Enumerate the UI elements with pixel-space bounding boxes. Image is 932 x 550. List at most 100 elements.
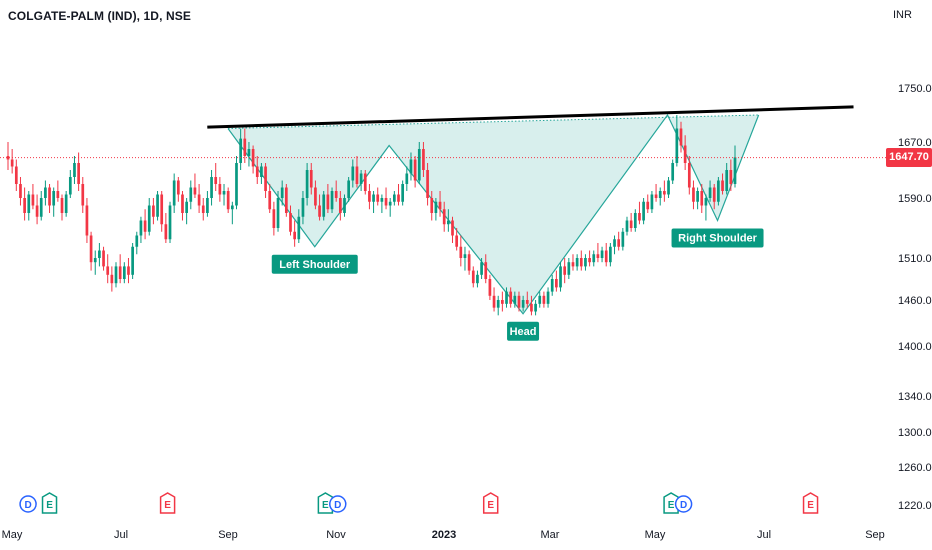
y-tick-label: 1260.00: [898, 462, 932, 474]
candle: [683, 135, 687, 170]
dividend-marker[interactable]: D: [674, 495, 693, 513]
currency-label: INR: [893, 9, 912, 21]
x-tick-label: 2023: [432, 529, 456, 541]
candle: [10, 149, 14, 174]
candle: [584, 254, 587, 271]
candle: [409, 152, 413, 181]
candle: [98, 243, 101, 267]
candle: [52, 187, 56, 217]
candle: [667, 177, 670, 198]
x-axis[interactable]: May Jul Sep Nov 2023 Mar May Jul Sep: [2, 529, 885, 541]
earnings-marker[interactable]: E: [802, 492, 819, 514]
earnings-marker[interactable]: E: [41, 492, 58, 514]
candle: [438, 191, 442, 217]
candle: [671, 159, 675, 184]
y-tick-label: 1340.00: [898, 391, 932, 403]
candle: [588, 250, 591, 267]
earnings-marker[interactable]: E: [663, 492, 679, 514]
candle: [459, 235, 463, 267]
candle: [575, 254, 579, 271]
candle: [214, 163, 218, 191]
candle: [447, 209, 450, 232]
candle: [733, 145, 737, 188]
earnings-marker[interactable]: E: [159, 492, 176, 514]
candle: [625, 216, 629, 236]
candle: [501, 291, 504, 312]
candle: [218, 177, 222, 202]
neckline[interactable]: [207, 105, 854, 129]
candle: [476, 270, 479, 288]
candle: [363, 170, 367, 195]
candle: [185, 198, 188, 225]
candle: [646, 194, 650, 213]
pattern-outline: [227, 113, 760, 315]
x-tick-label: Jul: [757, 529, 771, 541]
candle: [663, 180, 666, 202]
y-tick-label: 1400.00: [898, 341, 932, 353]
candle: [280, 180, 284, 206]
candle: [517, 291, 521, 312]
candle: [376, 187, 380, 206]
candle: [704, 194, 708, 221]
candle: [534, 300, 537, 316]
x-tick-label: Sep: [865, 529, 885, 541]
candle: [650, 191, 654, 213]
candle: [426, 163, 429, 206]
pattern-fill: [228, 115, 759, 314]
candle: [550, 274, 554, 296]
pattern-label: Left Shoulder: [271, 254, 358, 274]
candle: [305, 163, 309, 206]
candle: [509, 287, 513, 308]
dividend-marker[interactable]: D: [19, 495, 37, 513]
candle: [44, 180, 47, 206]
candle: [471, 266, 475, 288]
candle: [210, 170, 213, 206]
earnings-marker[interactable]: E: [317, 492, 334, 514]
candle: [359, 170, 363, 191]
candle: [530, 295, 533, 316]
svg-text:E: E: [487, 500, 494, 511]
y-tick-label: 1510.00: [898, 253, 932, 265]
svg-text:E: E: [668, 500, 675, 511]
candle: [35, 194, 39, 225]
candle: [60, 194, 64, 221]
candle: [135, 231, 139, 255]
candle: [571, 254, 575, 271]
candle: [89, 231, 93, 271]
candle: [139, 216, 143, 243]
candle: [708, 180, 712, 202]
candle: [114, 262, 118, 288]
y-tick-label: 1220.00: [898, 500, 932, 512]
candle: [484, 254, 488, 284]
x-tick-label: Mar: [541, 529, 560, 541]
candle: [206, 191, 209, 217]
candle: [143, 209, 147, 240]
candle: [729, 159, 733, 191]
candle: [397, 184, 400, 206]
candle: [122, 262, 126, 284]
y-tick-label: 1670.00: [898, 137, 932, 149]
candle: [239, 128, 242, 170]
candle: [372, 191, 375, 213]
candle: [604, 243, 608, 267]
y-axis[interactable]: 1220.00 1260.00 1300.00 1340.00 1400.00 1460.…: [898, 83, 932, 512]
candle: [380, 194, 384, 213]
candle: [505, 287, 508, 308]
y-tick-label: 1750.00: [898, 83, 932, 95]
candle: [322, 191, 326, 221]
candle: [23, 187, 26, 221]
candle: [700, 184, 704, 213]
candle: [596, 243, 600, 263]
head-and-shoulders-pattern[interactable]: [227, 113, 760, 315]
earnings-marker[interactable]: E: [482, 492, 499, 514]
candle: [156, 191, 159, 221]
dividend-marker[interactable]: D: [329, 495, 347, 513]
pattern-top-line: [227, 114, 759, 129]
candle: [542, 291, 546, 308]
candle: [147, 198, 151, 236]
neckline-line: [207, 105, 854, 129]
candle: [189, 180, 193, 210]
candle: [642, 198, 645, 225]
